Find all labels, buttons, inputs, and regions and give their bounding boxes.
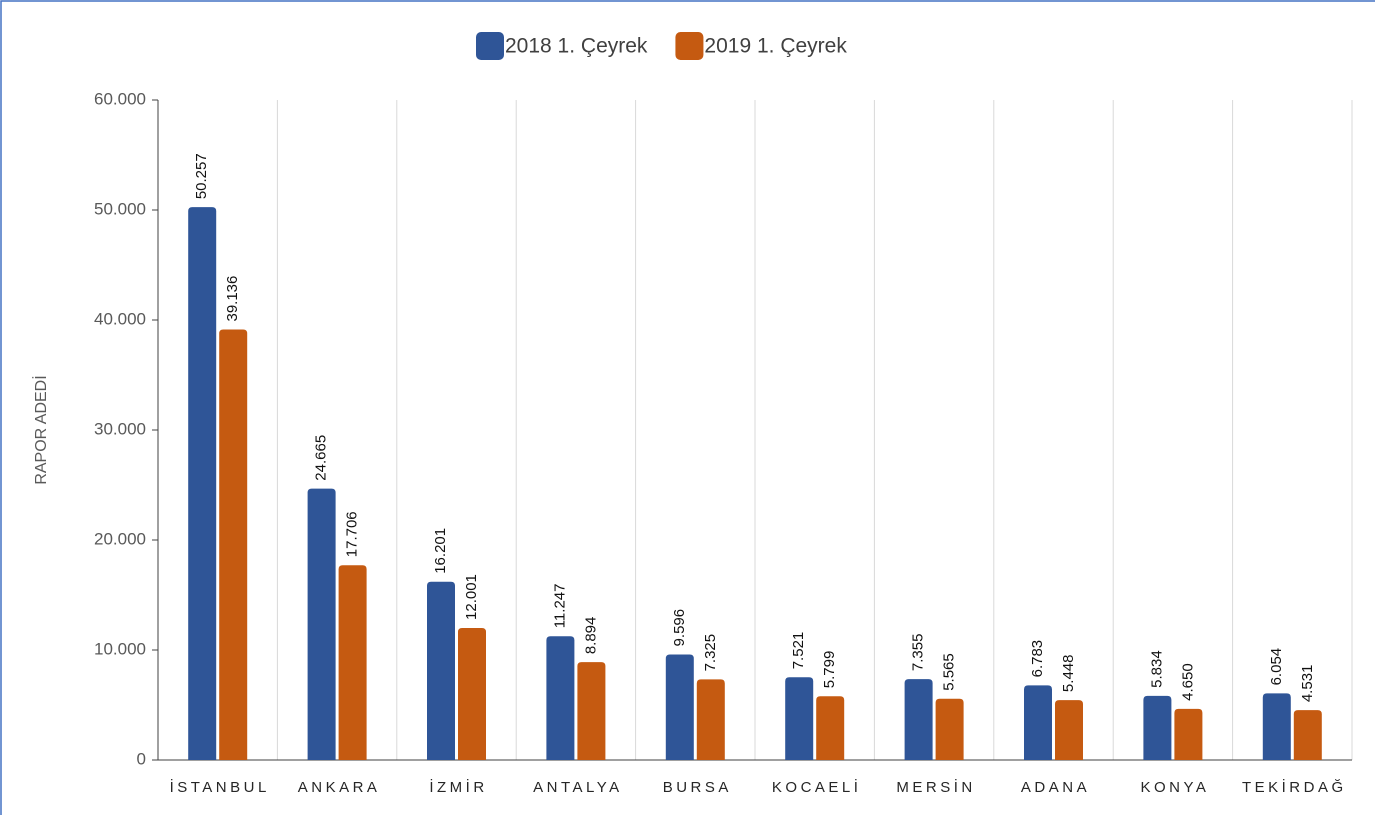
bar — [1024, 685, 1052, 760]
x-tick-label: ANTALYA — [533, 779, 623, 796]
bar — [1143, 695, 1172, 760]
legend-label: 2019 1. Çeyrek — [704, 35, 847, 58]
data-label: 39.136 — [224, 276, 241, 322]
data-label: 6.783 — [1029, 640, 1046, 678]
x-tick-label: ANKARA — [298, 779, 381, 796]
data-label: 5.565 — [941, 653, 958, 691]
bar — [577, 662, 606, 760]
bar — [696, 679, 725, 760]
data-label: 6.054 — [1268, 648, 1285, 686]
y-tick-label: 10.000 — [94, 639, 146, 658]
bar — [427, 581, 455, 760]
data-label: 7.325 — [702, 634, 719, 672]
y-tick-label: 0 — [137, 749, 146, 768]
y-tick-label: 40.000 — [94, 309, 146, 328]
bar — [935, 698, 964, 760]
data-label: 12.001 — [463, 574, 480, 620]
bar — [1055, 700, 1083, 760]
x-tick-label: TEKİRDAĞ — [1242, 778, 1347, 796]
bar — [1262, 693, 1291, 760]
y-tick-label: 60.000 — [94, 89, 146, 108]
x-tick-label: MERSİN — [896, 778, 975, 796]
legend-swatch — [675, 32, 704, 60]
bar — [546, 636, 575, 760]
y-axis-label: RAPOR ADEDİ — [31, 375, 50, 484]
bar — [1174, 708, 1203, 760]
bar — [1293, 710, 1322, 760]
legend-label: 2018 1. Çeyrek — [505, 35, 648, 58]
data-label: 24.665 — [313, 435, 330, 481]
x-tick-label: KOCAELİ — [772, 778, 862, 796]
y-tick-label: 50.000 — [94, 199, 146, 218]
x-tick-label: BURSA — [663, 779, 732, 796]
data-label: 8.894 — [582, 617, 599, 655]
data-label: 4.650 — [1179, 663, 1196, 701]
x-tick-label: ADANA — [1021, 779, 1090, 796]
x-tick-label: İZMİR — [429, 778, 487, 796]
data-label: 16.201 — [432, 528, 449, 574]
bar — [904, 679, 933, 760]
data-label: 5.834 — [1148, 650, 1165, 688]
data-label: 5.799 — [821, 651, 838, 689]
bar — [219, 329, 248, 760]
bar — [816, 696, 845, 760]
y-tick-label: 20.000 — [94, 529, 146, 548]
data-label: 50.257 — [193, 153, 210, 199]
x-tick-label: İSTANBUL — [170, 778, 270, 796]
bar — [458, 627, 486, 760]
data-label: 17.706 — [344, 511, 361, 557]
data-label: 4.531 — [1299, 665, 1316, 703]
bar — [665, 654, 694, 760]
bar — [338, 565, 367, 760]
data-label: 7.521 — [790, 632, 807, 670]
bar — [307, 488, 336, 760]
bar — [188, 207, 217, 761]
y-tick-label: 30.000 — [94, 419, 146, 438]
data-label: 5.448 — [1060, 655, 1077, 693]
x-tick-label: KONYA — [1140, 779, 1209, 796]
data-label: 11.247 — [551, 584, 568, 629]
data-label: 7.355 — [910, 634, 927, 672]
bar — [785, 677, 814, 760]
data-label: 9.596 — [671, 609, 688, 647]
legend-swatch — [476, 32, 504, 60]
